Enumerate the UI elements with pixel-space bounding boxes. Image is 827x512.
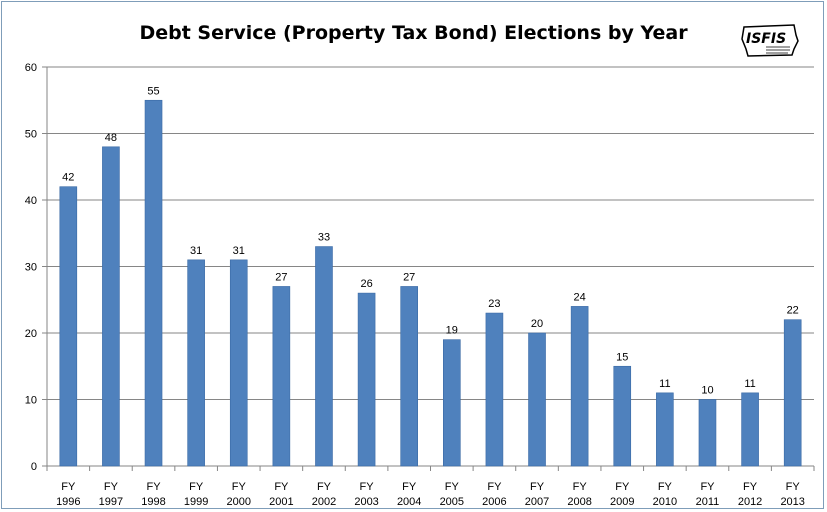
y-tick-label: 10 [25, 395, 37, 407]
bar [783, 319, 802, 467]
bar [102, 146, 120, 467]
x-tick-label: 2013 [780, 496, 804, 508]
bar [741, 392, 759, 467]
bar [357, 292, 376, 467]
data-label: 48 [105, 132, 117, 144]
x-tick-label: FY [573, 481, 588, 493]
bar [528, 332, 546, 467]
x-tick-label: 2007 [525, 496, 549, 508]
x-tick-label: FY [232, 481, 247, 493]
data-label: 19 [446, 325, 458, 337]
bar [187, 259, 205, 467]
data-label: 55 [147, 85, 159, 97]
x-tick-label: 2003 [354, 496, 378, 508]
x-tick-label: 2002 [312, 496, 336, 508]
y-tick-label: 60 [25, 62, 37, 74]
x-tick-label: 1999 [184, 496, 208, 508]
bar [485, 312, 504, 467]
x-tick-label: 2006 [482, 496, 506, 508]
x-tick-label: 2011 [696, 496, 720, 508]
data-label: 20 [531, 318, 543, 330]
y-tick-label: 30 [25, 262, 37, 274]
iowa-outline [741, 24, 799, 57]
data-label: 27 [275, 271, 287, 283]
x-tick-label: FY [700, 481, 715, 493]
data-label: 42 [62, 172, 74, 184]
x-tick-label: FY [274, 481, 289, 493]
x-tick-label: FY [317, 481, 332, 493]
x-tick-label: FY [786, 481, 801, 493]
bar [698, 399, 717, 467]
data-label: 22 [787, 305, 799, 317]
y-tick-label: 0 [31, 461, 37, 473]
x-tick-label: 2010 [653, 496, 677, 508]
x-tick-label: FY [402, 481, 417, 493]
data-label: 23 [488, 298, 500, 310]
bar [272, 286, 291, 467]
x-tick-label: 2009 [610, 496, 634, 508]
y-tick-label: 50 [25, 129, 37, 141]
x-tick-label: FY [530, 481, 545, 493]
data-label: 10 [701, 385, 713, 397]
x-tick-label: 2001 [269, 496, 293, 508]
x-tick-label: FY [658, 481, 673, 493]
x-tick-label: FY [189, 481, 204, 493]
data-label: 31 [233, 245, 245, 257]
bar [229, 259, 248, 467]
x-tick-label: FY [743, 481, 758, 493]
x-tick-label: FY [104, 481, 119, 493]
bar [613, 365, 632, 467]
x-tick-label: 1996 [56, 496, 80, 508]
bar [443, 339, 461, 467]
x-tick-label: FY [360, 481, 375, 493]
x-tick-label: FY [615, 481, 630, 493]
data-label: 11 [744, 378, 755, 390]
x-tick-label: 1997 [99, 496, 123, 508]
bar [400, 286, 418, 467]
bar [315, 246, 333, 467]
x-tick-label: FY [487, 481, 502, 493]
x-tick-label: 2000 [227, 496, 251, 508]
x-tick-label: 2012 [738, 496, 762, 508]
bar [656, 392, 674, 467]
logo-text: ISFIS [746, 31, 786, 47]
data-label: 33 [318, 232, 330, 244]
x-tick-label: FY [445, 481, 460, 493]
y-tick-label: 40 [25, 195, 37, 207]
x-tick-label: 1998 [141, 496, 165, 508]
data-label: 15 [616, 351, 628, 363]
x-tick-label: FY [61, 481, 76, 493]
data-label: 27 [403, 271, 415, 283]
x-tick-label: 2008 [567, 496, 591, 508]
data-label: 31 [190, 245, 202, 257]
data-label: 26 [360, 278, 372, 290]
x-tick-label: 2005 [440, 496, 464, 508]
bar [570, 306, 589, 467]
x-tick-label: 2004 [397, 496, 421, 508]
chart-title: Debt Service (Property Tax Bond) Electio… [139, 22, 688, 44]
x-tick-label: FY [146, 481, 161, 493]
data-label: 11 [659, 378, 670, 390]
isfis-logo-icon: ISFIS [741, 24, 799, 57]
y-tick-label: 20 [25, 328, 37, 340]
data-label: 24 [574, 291, 586, 303]
bar [144, 99, 163, 467]
bar [59, 186, 78, 467]
